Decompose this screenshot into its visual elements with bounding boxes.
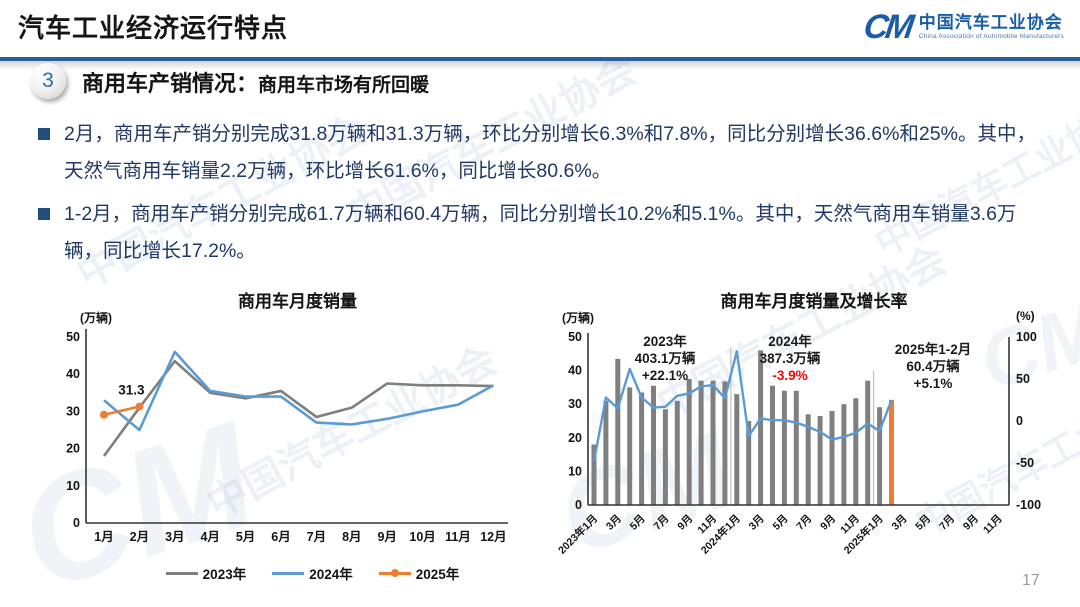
svg-text:-100: -100 [1016,498,1041,512]
svg-text:20: 20 [66,442,80,456]
svg-text:40: 40 [568,364,582,378]
section-heading-row: 商用车产销情况： 商用车市场有所回暖 [82,66,429,98]
svg-text:0: 0 [73,516,80,530]
svg-text:50: 50 [66,330,80,344]
svg-text:40: 40 [66,367,80,381]
header-divider-shadow [0,61,1080,70]
svg-text:2月: 2月 [130,530,149,544]
section-subheading: 商用车市场有所回暖 [258,75,430,96]
caam-logo: CM 中国汽车工业协会 China Association of Automob… [861,8,1064,46]
bullet-square-icon [38,128,50,140]
series-line-2025年 [103,405,140,417]
legend-line-swatch [378,569,411,577]
svg-text:4月: 4月 [200,530,219,544]
svg-text:8月: 8月 [342,530,361,544]
bullet-list: 2月，商用车产销分别完成31.8万辆和31.3万辆，环比分别增长6.3%和7.8… [38,116,1044,276]
svg-text:30: 30 [66,404,80,418]
caam-logo-monogram-icon: CM [861,8,914,46]
section-heading: 商用车产销情况： [82,71,259,96]
section-badge: 3 [30,63,66,99]
chart-legend: 2023年 2024年 2025年 [60,563,535,583]
header-divider [0,57,1080,61]
svg-text:0: 0 [1016,414,1023,428]
legend-label: 2023年 [202,567,247,582]
svg-text:50: 50 [568,330,582,344]
yearly-total-annotation: 2024年 387.3万辆 -3.9% [759,334,821,383]
bullet-text: 1-2月，商用车产销分别完成61.7万辆和60.4万辆，同比分别增长10.2%和… [64,203,1017,262]
bars-group [591,350,894,505]
svg-text:11月: 11月 [445,530,471,544]
monthly-sales-growth-chart: 商用车月度销量及增长率 (万辆) (%) 0 10 20 30 40 50 100 50 0 -5… [538,287,1080,605]
bullet-square-icon [38,208,50,220]
svg-text:10: 10 [568,464,582,478]
svg-text:5月: 5月 [770,513,790,533]
svg-text:3月: 3月 [604,513,624,533]
svg-text:11月: 11月 [981,513,1005,537]
svg-text:7月: 7月 [937,513,957,533]
legend-line-swatch [272,571,305,575]
growth-rate-line [592,350,893,462]
svg-text:30: 30 [568,397,582,411]
svg-text:100: 100 [1016,330,1037,344]
right-axis-unit-label: (%) [1016,309,1035,323]
svg-text:12月: 12月 [480,530,506,544]
series-line-2024年 [103,350,495,432]
svg-text:6月: 6月 [271,530,290,544]
svg-text:2023年1月: 2023年1月 [555,512,600,557]
svg-text:7月: 7月 [307,530,326,544]
bullet-item: 1-2月，商用车产销分别完成61.7万辆和60.4万辆，同比分别增长10.2%和… [38,196,1044,270]
legend-item: 2023年 [165,563,247,583]
caam-logo-name-cn: 中国汽车工业协会 [918,13,1063,33]
left-axis-unit-label: (万辆) [562,311,594,325]
bullet-item: 2月，商用车产销分别完成31.8万辆和31.3万辆，环比分别增长6.3%和7.8… [38,116,1044,190]
svg-text:10: 10 [66,479,80,493]
legend-line-swatch [165,571,198,575]
yearly-total-annotation: 2023年 403.1万辆 +22.1% [634,334,696,383]
svg-text:3月: 3月 [747,513,767,533]
svg-text:5月: 5月 [913,513,933,533]
yearly-total-annotation: 2025年1-2月 60.4万辆 +5.1% [894,342,972,391]
svg-text:50: 50 [1016,372,1030,386]
legend-label: 2024年 [309,567,353,582]
svg-text:5月: 5月 [236,530,255,544]
svg-text:7月: 7月 [794,513,814,533]
svg-text:10月: 10月 [409,530,435,544]
svg-text:1月: 1月 [94,530,113,544]
svg-text:9月: 9月 [961,513,981,533]
svg-text:3月: 3月 [889,513,909,533]
svg-text:0: 0 [575,498,582,512]
series-line-2023年 [102,359,494,457]
line-chart-canvas: 0 10 20 30 40 50 1月 2月 3月 4月 5月 6月 7月 8月 9月 10月 11月 12月 31… [66,329,508,544]
legend-item: 2025年 [378,563,460,583]
legend-item: 2024年 [272,563,353,583]
svg-text:7月: 7月 [651,513,671,533]
svg-text:-50: -50 [1016,456,1034,470]
chart-title: 商用车月度销量 [238,292,357,311]
svg-text:3月: 3月 [165,530,184,544]
svg-text:5月: 5月 [628,513,648,533]
chart-title: 商用车月度销量及增长率 [720,292,908,311]
svg-text:9月: 9月 [818,513,838,533]
page-title: 汽车工业经济运行特点 [18,13,289,43]
svg-text:20: 20 [568,431,582,445]
caam-logo-name-en: China Association of Automobile Manufact… [918,33,1064,41]
svg-text:9月: 9月 [377,530,396,544]
bullet-text: 2月，商用车产销分别完成31.8万辆和31.3万辆，环比分别增长6.3%和7.8… [64,123,1036,182]
svg-text:9月: 9月 [675,513,695,533]
legend-label: 2025年 [415,567,460,582]
monthly-sales-line-chart: 商用车月度销量 (万辆) 0 10 20 30 40 50 1月 2月 3月 4月 5月 6月 7月 8月… [60,287,535,599]
y-axis-unit-label: (万辆) [80,311,112,325]
svg-text:31.3: 31.3 [118,383,145,398]
page-number: 17 [1022,572,1040,589]
